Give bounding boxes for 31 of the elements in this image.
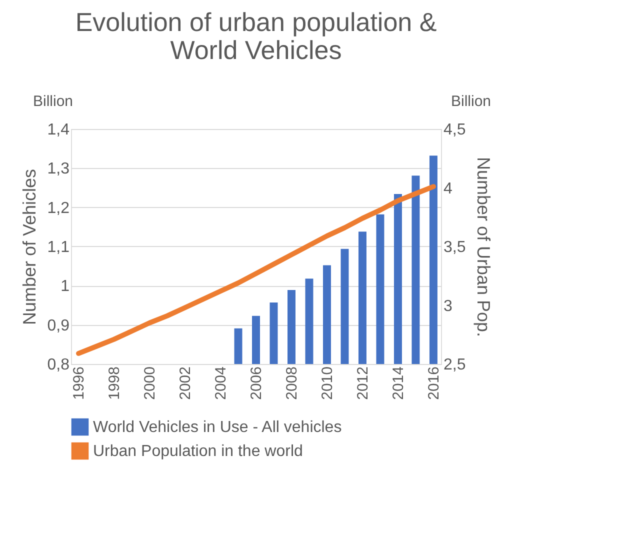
y-tick-label: 0,8 [47,356,70,374]
x-tick-label: 1998 [106,366,124,400]
y-axis-title: Number of Vehicles [19,168,40,326]
x-tick-label: 2010 [318,366,336,400]
x-tick-label: 1996 [70,366,88,400]
y-tick-label: 0,9 [47,317,70,334]
y-tick-label: 1,4 [47,122,70,138]
y-tick-label: 1,3 [47,160,70,178]
y-tick-label: 1,2 [47,200,70,217]
x-tick-label: 2004 [212,366,230,400]
y2-axis-title: Number of Urban Pop. [474,156,494,338]
x-tick-label: 2014 [390,366,407,400]
text: World Vehicles [170,35,342,65]
legend-label: Urban Population in the world [93,443,303,460]
text: Billion [450,93,492,110]
y2-tick-label: 3 [444,298,452,315]
x-tick-label: 2008 [283,366,300,400]
x-tick-label: 2012 [354,366,372,400]
legend-label: World Vehicles in Use - All vehicles [93,419,342,436]
text: Evolution of urban population & [75,7,437,37]
y-tick-label: 1 [60,278,70,296]
y2-tick-label: 3,5 [444,239,466,256]
x-tick-label: 2006 [248,366,265,400]
x-tick-label: 2000 [142,366,159,400]
y2-tick-label: 2,5 [444,356,466,374]
y2-tick-label: 4,5 [444,122,466,138]
text: Billion [32,93,74,110]
y-tick-label: 1,1 [47,239,70,256]
x-tick-label: 2002 [177,366,194,400]
y2-tick-label: 4 [444,180,452,198]
x-tick-label: 2016 [425,366,442,400]
